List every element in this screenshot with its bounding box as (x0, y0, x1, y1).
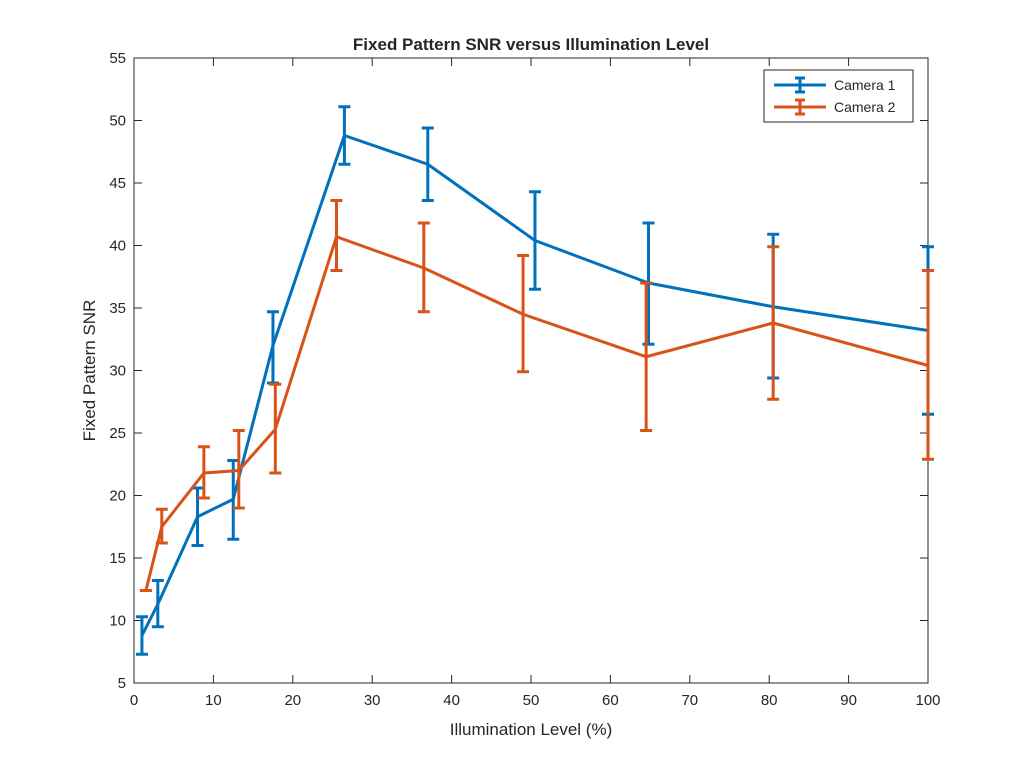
legend-box (763, 69, 914, 123)
legend-items: Camera 1 Camera 2 (774, 76, 896, 116)
y-tick-label: 10 (109, 613, 126, 630)
error-bar (330, 199, 343, 272)
x-tick-label: 60 (602, 692, 619, 709)
legend-entry: Camera 2 (774, 98, 896, 116)
plot-area (133, 57, 929, 684)
y-tick-label: 25 (109, 425, 126, 442)
y-tick-label: 30 (109, 363, 126, 380)
x-tick-label: 90 (840, 692, 857, 709)
x-axis-label: Illumination Level (%) (450, 720, 613, 739)
error-bar (269, 382, 282, 475)
x-tick-label: 70 (681, 692, 698, 709)
y-tick-label: 15 (109, 550, 126, 567)
error-bar (232, 429, 245, 510)
y-tick-label: 20 (109, 488, 126, 505)
error-bar (155, 507, 168, 545)
series-2 (139, 199, 934, 592)
x-axis-ticks: 0 10 20 30 40 50 60 70 80 90 100 (130, 58, 941, 709)
legend-label: Camera 1 (834, 77, 896, 93)
error-bar (197, 445, 210, 500)
y-tick-label: 35 (109, 300, 126, 317)
x-tick-label: 20 (284, 692, 301, 709)
y-tick-label: 45 (109, 175, 126, 192)
legend-label: Camera 2 (834, 99, 896, 115)
y-tick-label: 40 (109, 238, 126, 255)
error-bar (922, 269, 934, 461)
series-layer (135, 105, 934, 656)
x-tick-label: 0 (130, 692, 138, 709)
x-tick-label: 50 (523, 692, 540, 709)
x-tick-label: 80 (761, 692, 778, 709)
chart-title: Fixed Pattern SNR versus Illumination Le… (353, 35, 709, 54)
legend: Camera 1 Camera 2 (763, 69, 914, 123)
error-bar (417, 221, 430, 314)
legend-entry: Camera 1 (774, 76, 896, 94)
error-bar (517, 254, 530, 374)
x-tick-label: 40 (443, 692, 460, 709)
y-tick-label: 55 (109, 50, 126, 67)
error-bar (151, 579, 164, 629)
x-tick-label: 100 (915, 692, 940, 709)
y-axis-label: Fixed Pattern SNR (80, 300, 99, 442)
y-axis-ticks: 5 10 15 20 25 30 35 40 45 50 55 (109, 50, 928, 692)
y-tick-label: 50 (109, 113, 126, 130)
y-tick-label: 5 (118, 675, 126, 692)
x-tick-label: 10 (205, 692, 222, 709)
error-bar (227, 459, 240, 541)
x-tick-label: 30 (364, 692, 381, 709)
